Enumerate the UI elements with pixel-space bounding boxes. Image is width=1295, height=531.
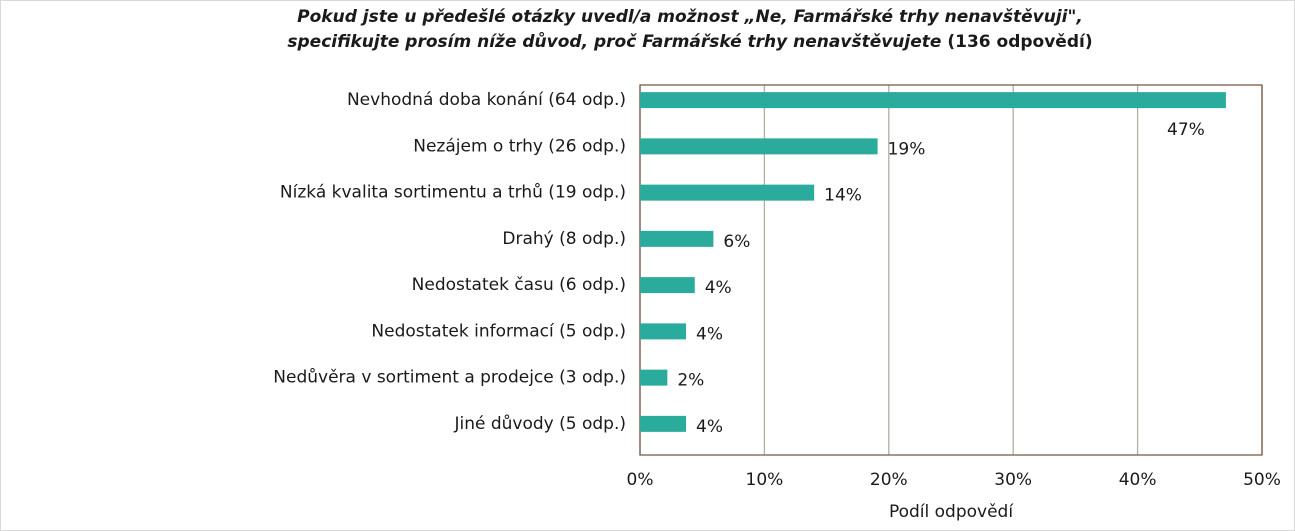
value-label: 2%	[677, 371, 704, 391]
plot-border	[639, 84, 1263, 456]
bar	[640, 92, 1226, 109]
value-label: 19%	[888, 139, 926, 159]
chart-title: specifikujte prosím níže důvod, proč Far…	[287, 31, 941, 52]
x-tick-label: 0%	[627, 470, 654, 490]
bar	[640, 184, 815, 201]
x-tick-label: 10%	[746, 470, 784, 490]
bar	[640, 323, 687, 340]
y-tick-label: Jiné důvody (5 odp.)	[453, 414, 626, 434]
title-note: (136 odpovědí)	[947, 32, 1092, 52]
y-tick-label: Drahý (8 odp.)	[502, 229, 626, 249]
y-tick-label: Nedostatek informací (5 odp.)	[371, 321, 626, 341]
y-tick-label: Nedůvěra v sortiment a prodejce (3 odp.)	[273, 368, 626, 388]
bar	[640, 369, 668, 386]
y-tick-label: Nedostatek času (6 odp.)	[412, 275, 626, 295]
value-label: 14%	[824, 186, 862, 206]
x-tick-label: 30%	[994, 470, 1032, 490]
chart-title: Pokud jste u předešlé otázky uvedl/a mož…	[297, 7, 1083, 27]
bar	[640, 277, 695, 294]
bar	[640, 415, 687, 432]
y-tick-label: Nízká kvalita sortimentu a trhů (19 odp.…	[280, 183, 626, 203]
value-label: 47%	[1167, 120, 1205, 140]
value-label: 4%	[696, 417, 723, 437]
y-tick-label: Nevhodná doba konání (64 odp.)	[347, 90, 626, 110]
x-tick-label: 50%	[1243, 470, 1281, 490]
bar	[640, 138, 878, 155]
bar	[640, 230, 714, 247]
value-label: 4%	[705, 278, 732, 298]
x-tick-label: 40%	[1119, 470, 1157, 490]
x-tick-label: 20%	[870, 470, 908, 490]
y-tick-label: Nezájem o trhy (26 odp.)	[413, 136, 626, 156]
value-label: 4%	[696, 324, 723, 344]
chart-title: specifikujte prosím níže důvod, proč Far…	[287, 31, 1092, 52]
x-axis-label: Podíl odpovědí	[889, 502, 1014, 522]
value-label: 6%	[723, 232, 750, 252]
